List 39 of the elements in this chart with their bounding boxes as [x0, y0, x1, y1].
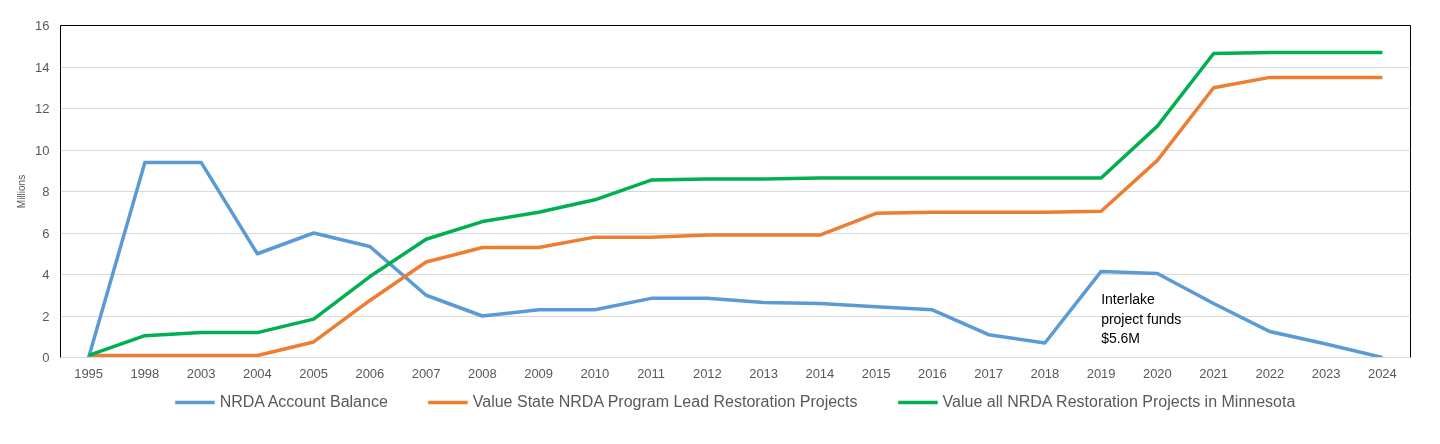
x-tick-label: 1998: [130, 365, 160, 381]
x-tick-label: 2008: [467, 365, 497, 381]
x-tick-label: 2012: [692, 365, 722, 381]
x-tick-label: 2017: [974, 365, 1004, 381]
x-tick-label: 2003: [186, 365, 216, 381]
x-tick-label: 2009: [524, 365, 554, 381]
x-tick-label: 2010: [580, 365, 610, 381]
x-tick-label: 2020: [1142, 365, 1172, 381]
y-axis-title: Millions: [16, 174, 28, 209]
x-tick-label: 2006: [355, 365, 385, 381]
annotation: Interlake project funds $5.6M: [1101, 291, 1182, 346]
y-tick-label: 2: [42, 308, 50, 324]
y-tick-label: 10: [35, 142, 50, 158]
x-tick-label: 2023: [1311, 365, 1341, 381]
x-tick-label: 2014: [805, 365, 835, 381]
x-tick-label: 2011: [637, 365, 666, 381]
y-tick-label: 4: [42, 267, 50, 282]
x-tick-label: 2007: [411, 365, 441, 381]
y-tick-label: 16: [35, 18, 50, 33]
x-tick-label: 2021: [1199, 365, 1229, 381]
x-tick-label: 2022: [1255, 365, 1285, 381]
x-tick-label: 2013: [749, 365, 779, 381]
legend-label: Value all NRDA Restoration Projects in Minnesota: [942, 393, 1296, 411]
x-tick-label: 2005: [299, 365, 329, 381]
y-tick-label: 12: [35, 101, 50, 116]
x-tick-label: 2019: [1086, 365, 1116, 381]
y-tick-label: 8: [42, 184, 50, 199]
x-tick-label: 2015: [861, 365, 891, 381]
y-tick-label: 0: [42, 350, 50, 365]
y-tick-label: 6: [42, 225, 50, 241]
x-tick-label: 2016: [917, 365, 947, 381]
legend-label: Value State NRDA Program Lead Restoration Projects: [472, 393, 858, 411]
x-tick-label: 2018: [1030, 365, 1060, 381]
x-tick-label: 1995: [74, 365, 104, 381]
x-tick-label: 2004: [242, 365, 272, 381]
line-series: [86, 160, 1385, 358]
y-tick-label: 14: [35, 59, 50, 75]
x-tick-label: 2024: [1367, 365, 1397, 381]
legend-label: NRDA Account Balance: [219, 393, 388, 411]
